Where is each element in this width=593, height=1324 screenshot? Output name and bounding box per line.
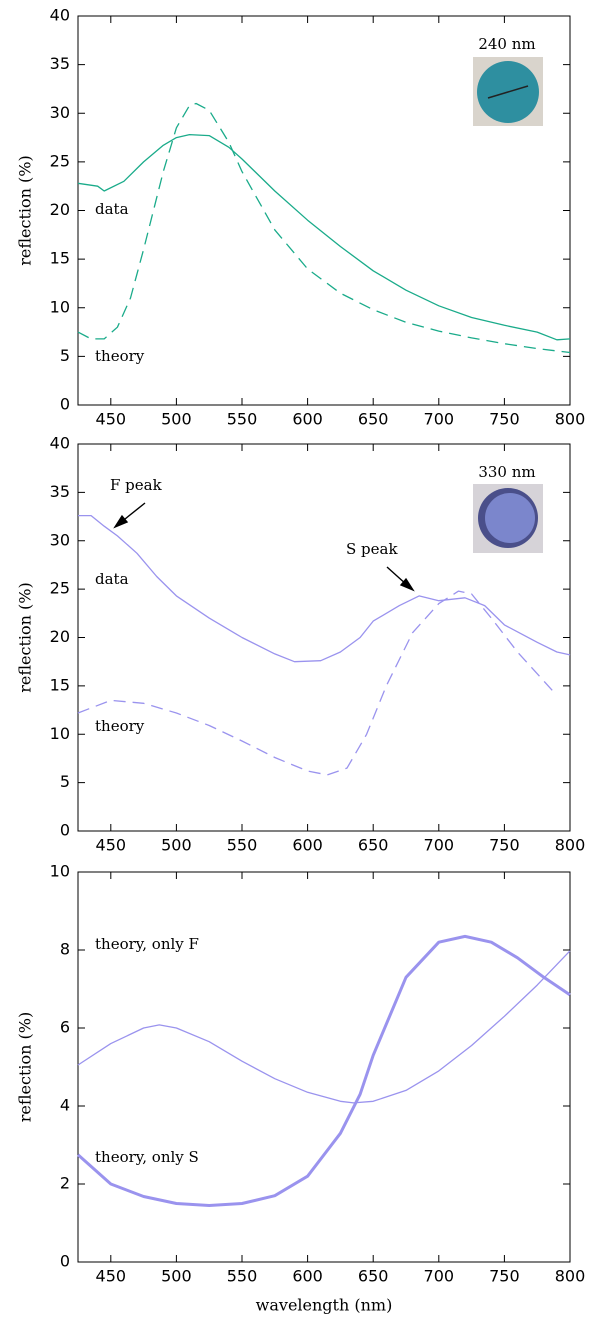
y-tick-label: 35 <box>50 54 70 73</box>
y-axis-label: reflection (%) <box>16 1012 35 1122</box>
x-tick-label: 450 <box>96 836 127 855</box>
series-label: theory, only F <box>95 935 199 953</box>
y-tick-label: 5 <box>60 346 70 365</box>
x-tick-label: 750 <box>489 1267 520 1286</box>
series-line <box>77 102 571 354</box>
series-line <box>77 934 571 1207</box>
x-tick-label: 700 <box>424 836 455 855</box>
y-tick-label: 15 <box>50 675 70 694</box>
y-tick-label: 10 <box>50 724 70 743</box>
y-tick-label: 0 <box>60 1252 70 1271</box>
y-tick-label: 2 <box>60 1174 70 1193</box>
plot-frame <box>77 871 571 1263</box>
series-label: data <box>95 200 129 218</box>
y-tick-label: 30 <box>50 530 70 549</box>
y-tick-label: 15 <box>50 249 70 268</box>
x-tick-label: 550 <box>227 410 258 429</box>
x-tick-label: 800 <box>555 836 586 855</box>
y-tick-label: 0 <box>60 821 70 840</box>
y-tick-label: 35 <box>50 482 70 501</box>
x-tick-label: 800 <box>555 1267 586 1286</box>
annotation: F peak <box>110 476 163 494</box>
x-tick-label: 550 <box>227 836 258 855</box>
x-tick-label: 550 <box>227 1267 258 1286</box>
y-tick-label: 10 <box>50 297 70 316</box>
y-tick-label: 25 <box>50 151 70 170</box>
x-tick-label: 450 <box>96 1267 127 1286</box>
x-tick-label: 700 <box>424 1267 455 1286</box>
x-tick-label: 650 <box>358 1267 389 1286</box>
x-tick-label: 750 <box>489 836 520 855</box>
y-tick-label: 40 <box>50 434 70 453</box>
series-line <box>77 590 558 776</box>
x-tick-label: 800 <box>555 410 586 429</box>
y-tick-label: 8 <box>60 940 70 959</box>
annotation: S peak <box>346 540 398 558</box>
x-tick-label: 500 <box>161 836 192 855</box>
y-axis-label: reflection (%) <box>16 155 35 265</box>
y-tick-label: 0 <box>60 395 70 414</box>
x-tick-label: 650 <box>358 836 389 855</box>
inset-label: 330 nm <box>478 463 535 481</box>
inset-label: 240 nm <box>478 35 535 53</box>
x-tick-label: 450 <box>96 410 127 429</box>
inset-photo <box>473 57 543 126</box>
x-tick-label: 500 <box>161 1267 192 1286</box>
series-line <box>78 514 571 663</box>
series-label: theory <box>95 347 145 365</box>
y-tick-label: 20 <box>50 627 70 646</box>
x-tick-label: 500 <box>161 410 192 429</box>
x-tick-label: 650 <box>358 410 389 429</box>
x-axis-label: wavelength (nm) <box>256 1296 393 1315</box>
y-axis-label: reflection (%) <box>16 582 35 692</box>
x-tick-label: 700 <box>424 410 455 429</box>
series-label: theory <box>95 717 145 735</box>
x-tick-label: 750 <box>489 410 520 429</box>
y-tick-label: 4 <box>60 1096 70 1115</box>
annotation-arrow <box>113 502 415 592</box>
y-tick-label: 20 <box>50 200 70 219</box>
y-tick-label: 25 <box>50 579 70 598</box>
y-tick-label: 40 <box>50 6 70 25</box>
inset-photo <box>473 484 543 553</box>
series-label: data <box>95 570 129 588</box>
x-tick-label: 600 <box>292 1267 323 1286</box>
y-tick-label: 30 <box>50 103 70 122</box>
series-line <box>77 950 571 1104</box>
y-tick-label: 10 <box>50 862 70 881</box>
y-tick-label: 5 <box>60 772 70 791</box>
series-label: theory, only S <box>95 1148 199 1166</box>
y-tick-label: 6 <box>60 1018 70 1037</box>
series-line <box>77 133 571 341</box>
x-tick-label: 600 <box>292 410 323 429</box>
x-tick-label: 600 <box>292 836 323 855</box>
